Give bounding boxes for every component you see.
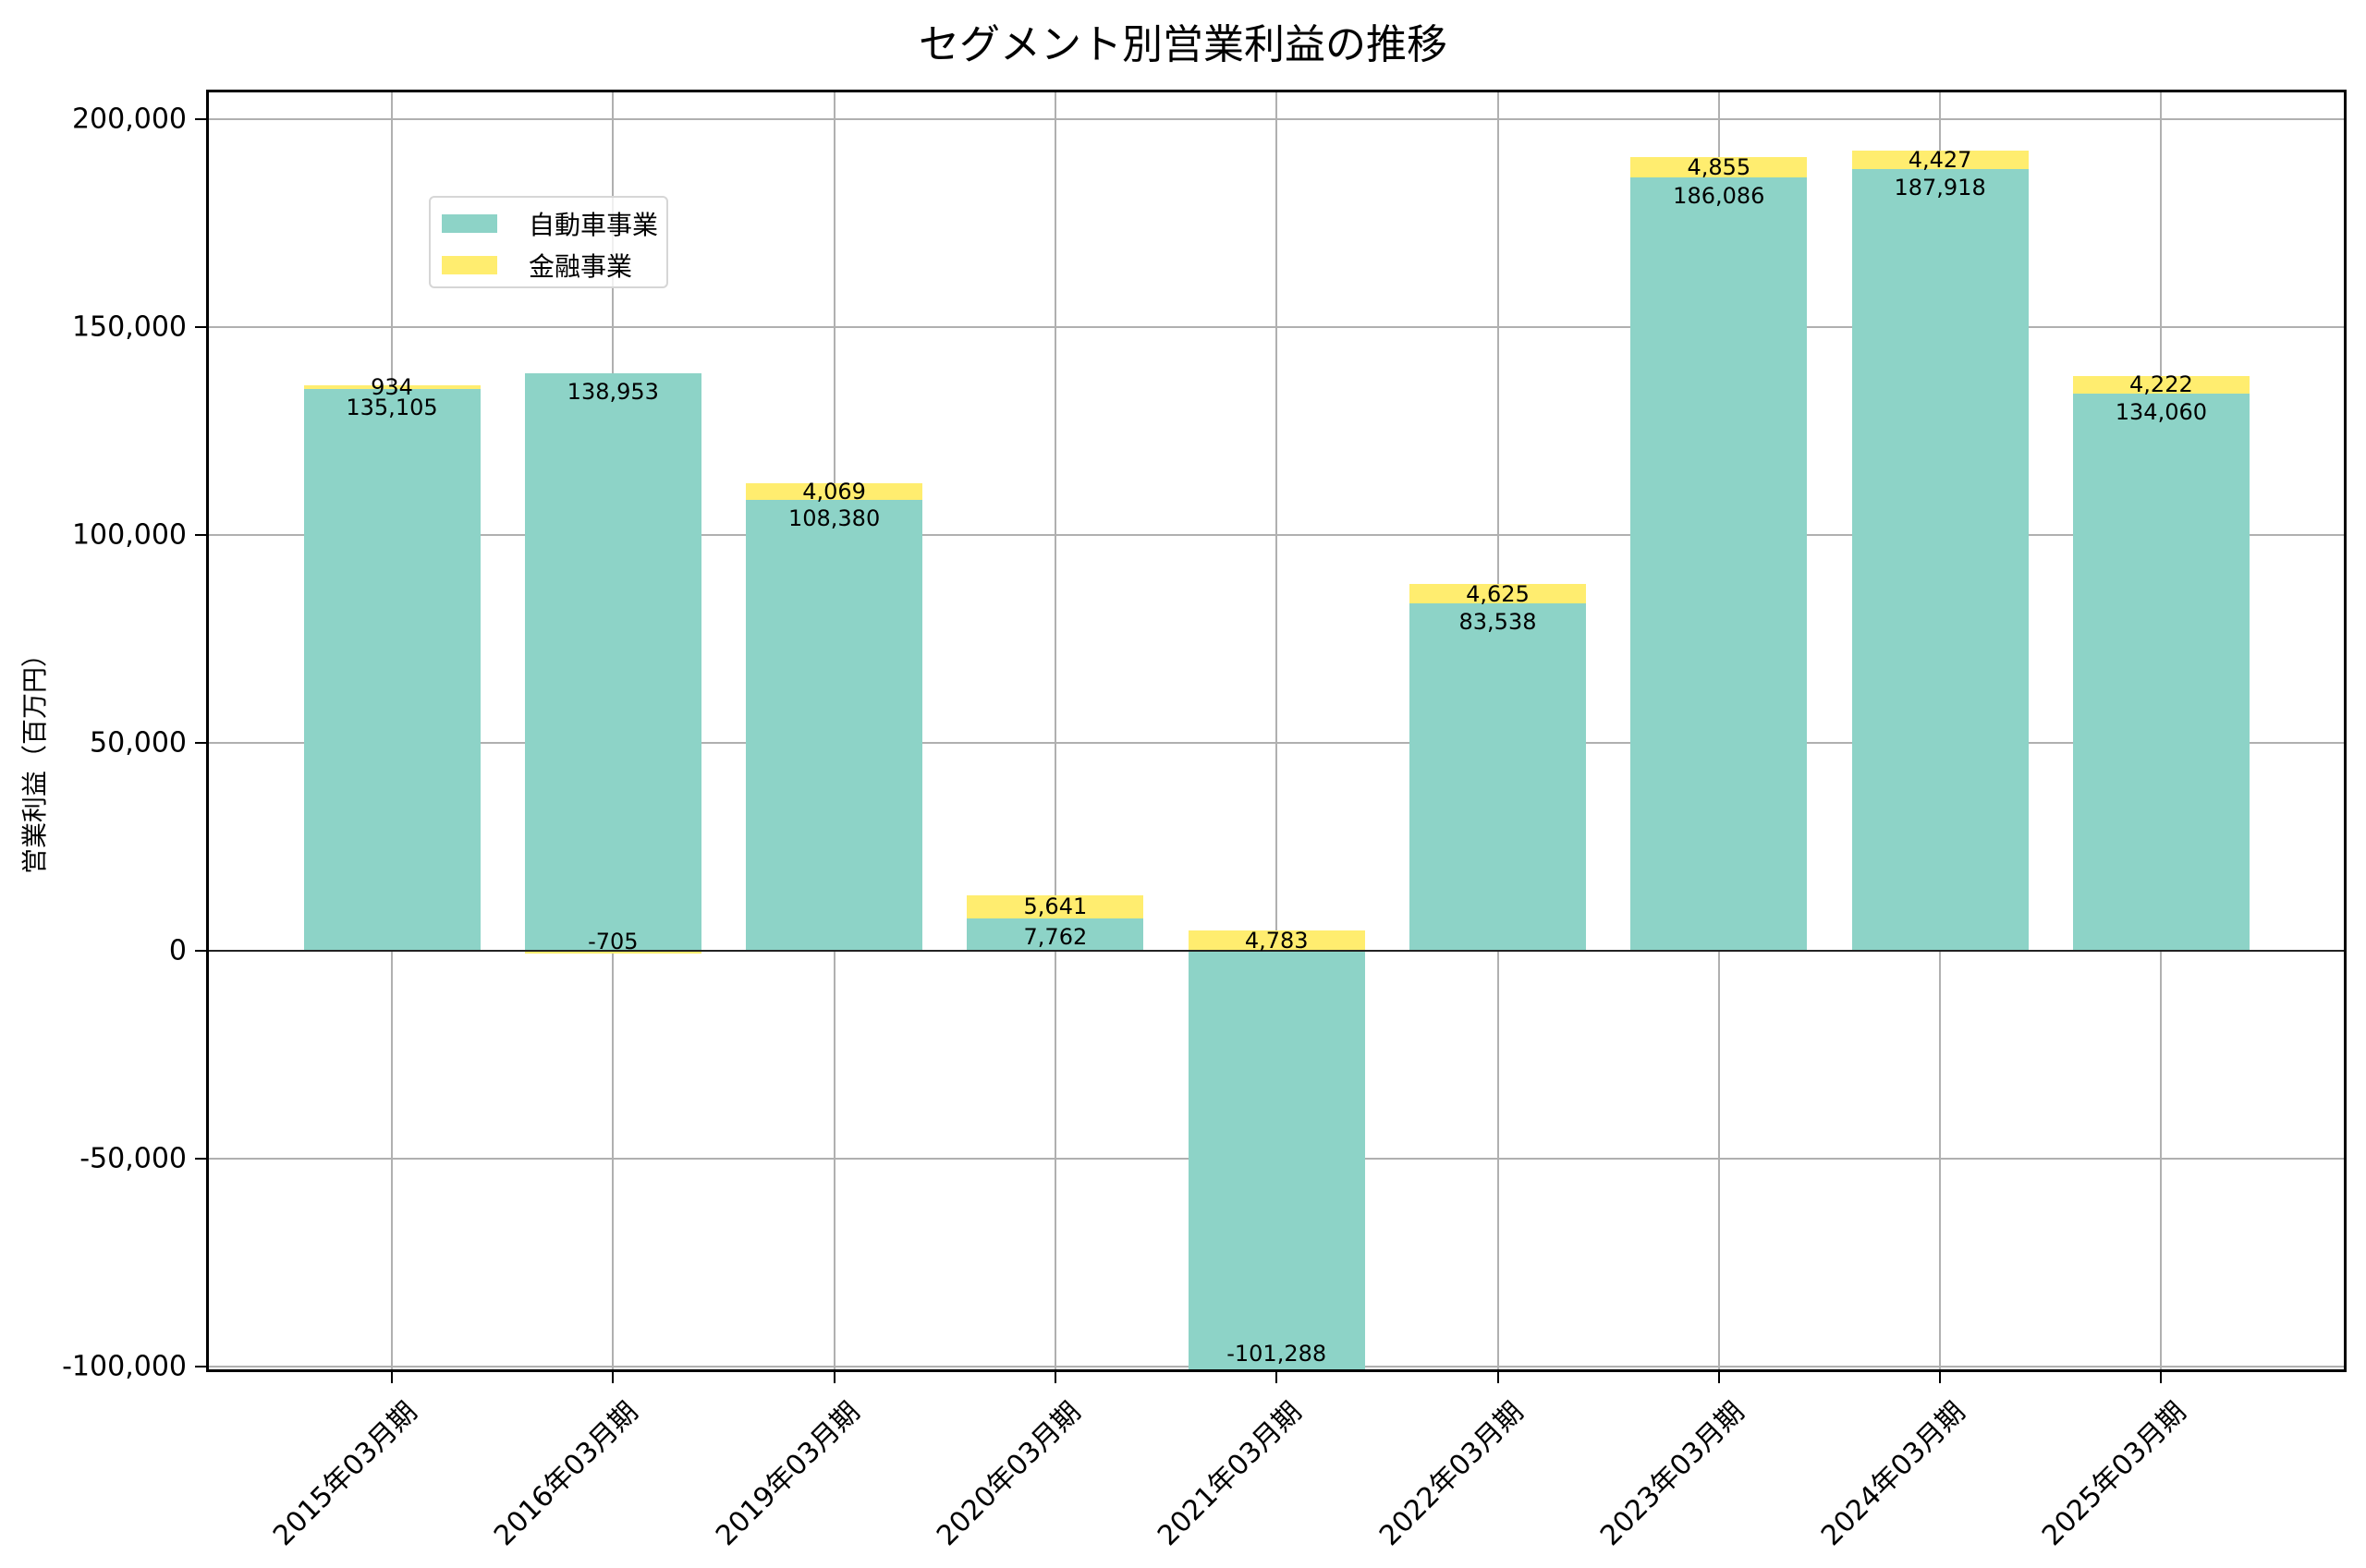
zero-line bbox=[209, 950, 2344, 952]
bar-label-auto: 134,060 bbox=[2115, 398, 2208, 425]
bar-label-finance: 4,069 bbox=[802, 479, 866, 505]
legend: 自動車事業 金融事業 bbox=[429, 196, 668, 288]
bar-label-finance: 4,222 bbox=[2129, 371, 2193, 398]
bar-label-auto: 83,538 bbox=[1458, 609, 1537, 636]
x-tick-label: 2021年03月期 bbox=[1152, 1395, 1309, 1553]
x-tick-mark bbox=[1939, 1372, 1942, 1383]
bar-auto bbox=[1409, 603, 1586, 951]
y-tick-label: 200,000 bbox=[71, 103, 187, 136]
bar-finance bbox=[967, 894, 1144, 919]
bar-label-auto: 186,086 bbox=[1673, 182, 1765, 209]
y-tick-label: 150,000 bbox=[71, 310, 187, 344]
bar-auto bbox=[746, 500, 923, 951]
chart-title: セグメント別営業利益の推移 bbox=[919, 21, 1447, 68]
bar-finance bbox=[303, 384, 481, 389]
bar-label-finance: 4,427 bbox=[1908, 147, 1972, 174]
bar-label-finance: 4,625 bbox=[1466, 580, 1530, 607]
y-tick-label: 100,000 bbox=[71, 518, 187, 552]
x-tick-mark bbox=[1275, 1372, 1278, 1383]
bar-label-auto: 7,762 bbox=[1023, 924, 1088, 951]
y-tick-mark bbox=[195, 326, 206, 328]
x-tick-label: 2016年03月期 bbox=[488, 1395, 645, 1553]
bar-finance bbox=[1188, 930, 1365, 951]
bar-label-auto: 135,105 bbox=[346, 395, 438, 421]
y-tick-label: -50,000 bbox=[79, 1142, 187, 1175]
bar-auto bbox=[967, 918, 1144, 951]
bar-auto bbox=[2072, 393, 2250, 951]
y-tick-label: 50,000 bbox=[90, 726, 187, 760]
bar-finance bbox=[746, 482, 923, 501]
y-axis-label: 営業利益（百万円） bbox=[19, 640, 50, 875]
v-gridline bbox=[1054, 92, 1056, 1369]
bar-finance bbox=[1851, 151, 2029, 170]
bar-label-finance: 934 bbox=[371, 373, 413, 400]
y-tick-mark bbox=[195, 950, 206, 952]
legend-label-finance: 金融事業 bbox=[529, 251, 633, 282]
x-tick-label: 2022年03月期 bbox=[1372, 1395, 1530, 1553]
bar-label-finance: -705 bbox=[588, 929, 639, 954]
x-tick-mark bbox=[2160, 1372, 2163, 1383]
bar-auto bbox=[1851, 169, 2029, 951]
x-tick-mark bbox=[833, 1372, 835, 1383]
x-tick-label: 2025年03月期 bbox=[2036, 1395, 2193, 1553]
bar-label-auto: 108,380 bbox=[787, 505, 881, 532]
x-tick-mark bbox=[391, 1372, 393, 1383]
v-gridline bbox=[1275, 92, 1278, 1369]
x-tick-mark bbox=[1054, 1372, 1056, 1383]
x-tick-label: 2020年03月期 bbox=[930, 1395, 1088, 1553]
bar-finance bbox=[524, 951, 701, 954]
y-tick-mark bbox=[195, 534, 206, 536]
x-tick-mark bbox=[612, 1372, 615, 1383]
bar-auto bbox=[524, 372, 701, 951]
bar-auto bbox=[1630, 176, 1808, 951]
legend-swatch-auto bbox=[442, 214, 497, 233]
x-tick-label: 2019年03月期 bbox=[709, 1395, 866, 1553]
bar-label-auto: -101,288 bbox=[1226, 1340, 1327, 1367]
bar-label-auto: 187,918 bbox=[1894, 175, 1986, 201]
bar-auto bbox=[1188, 951, 1365, 1369]
y-tick-mark bbox=[195, 1158, 206, 1160]
bar-finance bbox=[1409, 584, 1586, 604]
legend-item-finance: 金融事業 bbox=[442, 251, 632, 282]
y-tick-mark bbox=[195, 118, 206, 120]
bar-label-finance: 4,855 bbox=[1687, 153, 1751, 180]
bar-auto bbox=[303, 389, 481, 951]
bar-label-finance: 4,783 bbox=[1244, 928, 1309, 954]
x-tick-label: 2015年03月期 bbox=[267, 1395, 424, 1553]
x-tick-mark bbox=[1496, 1372, 1499, 1383]
x-tick-label: 2024年03月期 bbox=[1815, 1395, 1972, 1553]
x-tick-label: 2023年03月期 bbox=[1593, 1395, 1751, 1553]
bar-label-auto: 138,953 bbox=[567, 378, 659, 405]
plot-area: 135,105 934 138,953 -705 108,380 4,069 7,762 5,… bbox=[206, 90, 2347, 1372]
bar-finance bbox=[1630, 156, 1808, 177]
legend-item-auto: 自動車事業 bbox=[442, 210, 658, 240]
y-tick-mark bbox=[195, 1366, 206, 1367]
y-tick-label: -100,000 bbox=[62, 1350, 187, 1383]
legend-swatch-finance bbox=[442, 256, 497, 274]
legend-label-auto: 自動車事業 bbox=[529, 210, 659, 240]
x-tick-mark bbox=[1717, 1372, 1720, 1383]
bar-label-finance: 5,641 bbox=[1023, 893, 1088, 920]
bar-finance bbox=[2072, 375, 2250, 394]
y-tick-label: 0 bbox=[168, 934, 187, 967]
y-tick-mark bbox=[195, 742, 206, 744]
